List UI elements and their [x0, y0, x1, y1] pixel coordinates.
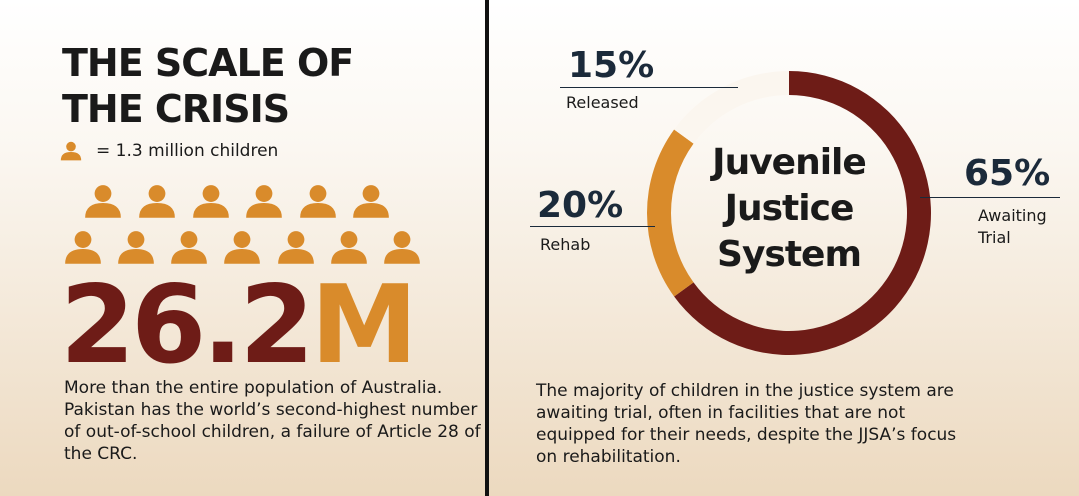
- person-icon-head: [66, 141, 76, 152]
- person-icon-head: [255, 185, 273, 202]
- person-icon-head: [74, 231, 92, 248]
- person-icon-head: [309, 185, 327, 202]
- person-icon-head: [94, 185, 112, 202]
- legend: = 1.3 million children: [96, 141, 279, 161]
- divider: [485, 0, 489, 496]
- person-icon-head: [202, 185, 220, 202]
- donut-segment: [674, 71, 789, 144]
- category-label: Awaiting Trial: [978, 206, 1047, 247]
- person-icon-head: [340, 231, 358, 248]
- person-icon-body: [118, 249, 154, 264]
- person-icon-body: [139, 203, 175, 218]
- description: More than the entire population of Austr…: [64, 378, 481, 464]
- person-icon-body: [278, 249, 314, 264]
- person-icon-head: [180, 231, 198, 248]
- person-icon-head: [287, 231, 305, 248]
- description: The majority of children in the justice …: [536, 381, 957, 467]
- big-number: 26.2M: [60, 263, 418, 388]
- person-icon-head: [148, 185, 166, 202]
- person-icon-body: [224, 249, 260, 264]
- category-label: Rehab: [540, 235, 591, 254]
- person-icon-body: [65, 249, 101, 264]
- donut-title: Juvenile Justice System: [712, 142, 867, 275]
- person-icon-body: [171, 249, 207, 264]
- person-icon-body: [353, 203, 389, 218]
- label-rule: [560, 87, 738, 88]
- value-label: 65%: [964, 153, 1051, 194]
- person-icon-head: [362, 185, 380, 202]
- value-label: 15%: [568, 45, 655, 86]
- person-icon-body: [246, 203, 282, 218]
- big-number-unit: M: [310, 263, 418, 388]
- label-rule: [920, 197, 1060, 198]
- big-number-value: 26.2: [60, 263, 314, 388]
- label-rule: [530, 226, 655, 227]
- person-icon-body: [300, 203, 336, 218]
- person-icon-body: [193, 203, 229, 218]
- person-icon-body: [60, 152, 82, 161]
- person-icon-body: [384, 249, 420, 264]
- person-icon-head: [127, 231, 145, 248]
- person-icon-body: [85, 203, 121, 218]
- donut-segment: [647, 129, 694, 297]
- title: THE SCALE OF THE CRISIS: [62, 41, 354, 131]
- value-label: 20%: [537, 185, 624, 226]
- category-label: Released: [566, 93, 639, 112]
- person-icon-head: [233, 231, 251, 248]
- person-icon-body: [331, 249, 367, 264]
- person-icon-head: [393, 231, 411, 248]
